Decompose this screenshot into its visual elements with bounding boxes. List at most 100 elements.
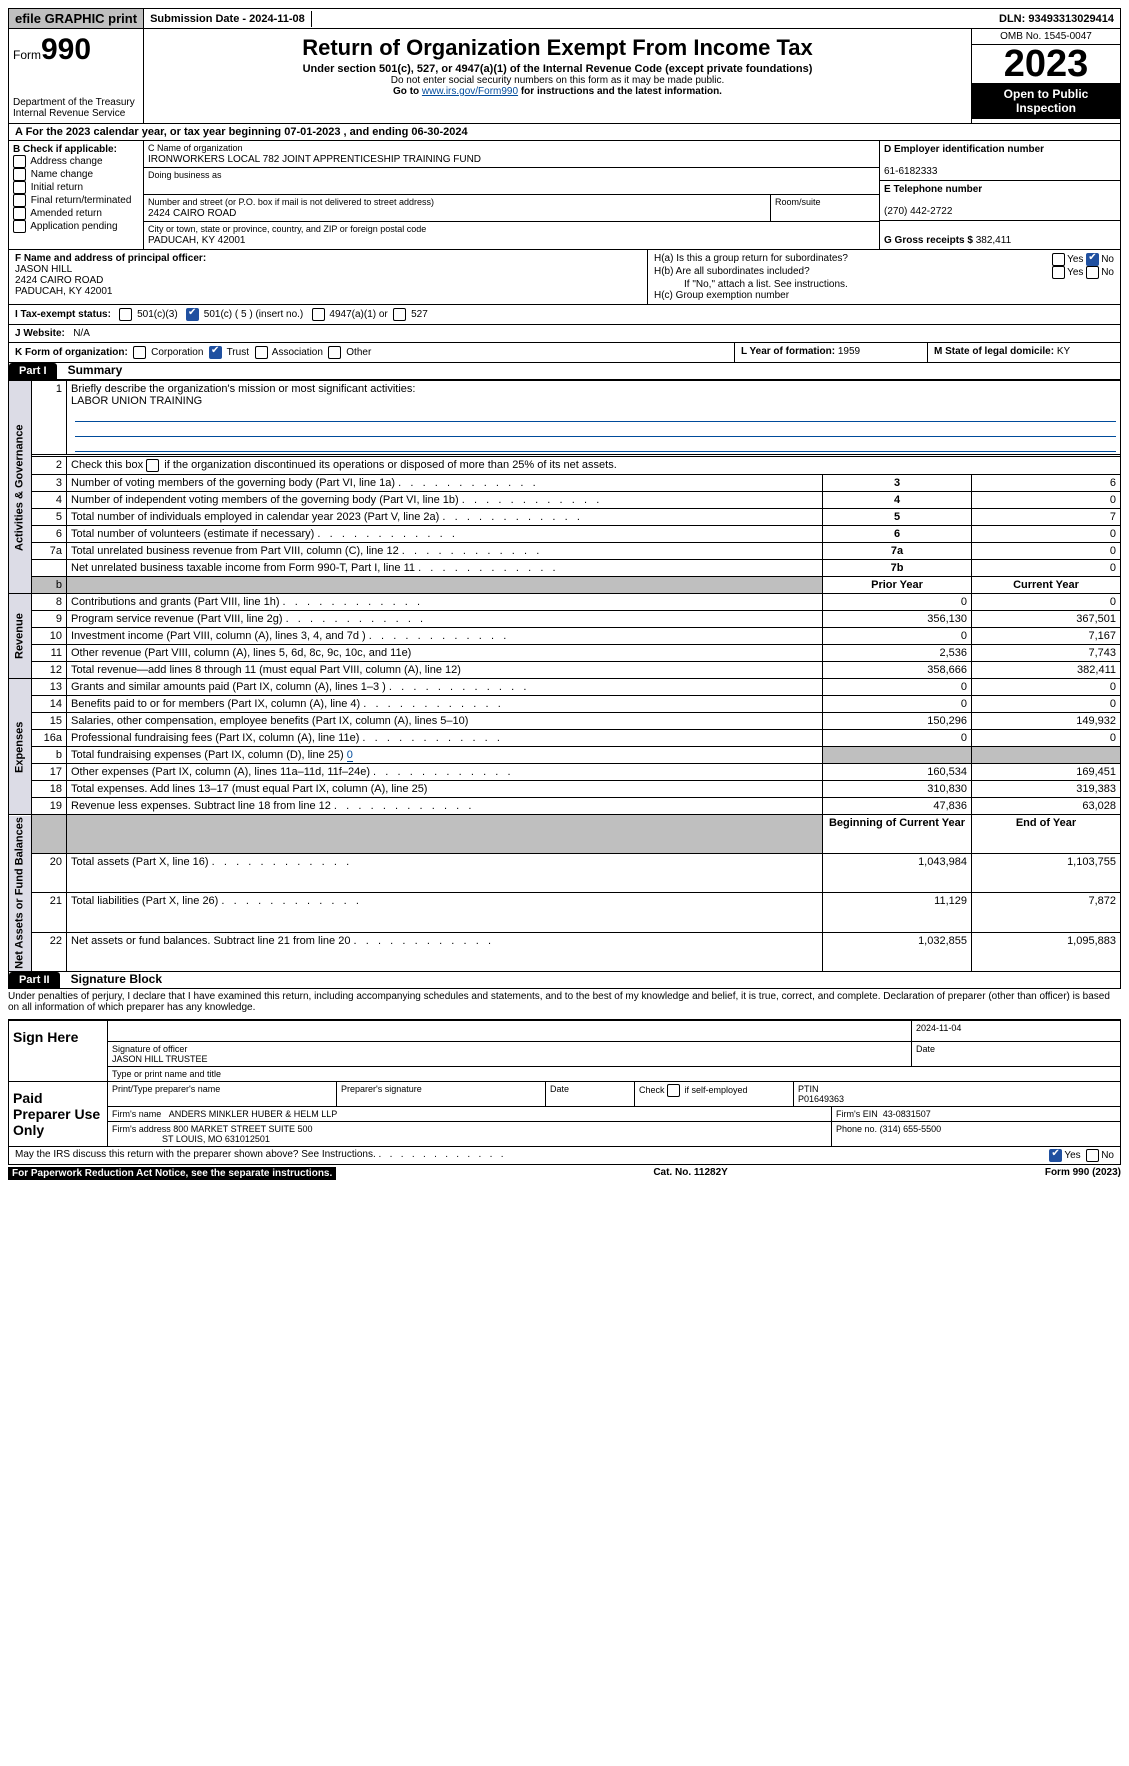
row-text: Professional fundraising fees (Part IX, … [67, 730, 823, 747]
row-box: 7b [823, 560, 972, 577]
row-box: 4 [823, 492, 972, 509]
firm-ein-label: Firm's EIN [836, 1109, 878, 1119]
row-num: 18 [32, 781, 67, 798]
part2-label: Part II [9, 972, 60, 988]
footer-right: Form 990 (2023) [1045, 1167, 1121, 1180]
opt-501c: 501(c) ( 5 ) (insert no.) [204, 309, 303, 320]
year-formation-label: L Year of formation: [741, 346, 838, 357]
irs-link[interactable]: www.irs.gov/Form990 [422, 86, 518, 97]
gov-row: 4Number of independent voting members of… [9, 492, 1121, 509]
checkbox-501c[interactable] [186, 308, 199, 321]
row-text: Grants and similar amounts paid (Part IX… [67, 679, 823, 696]
row-num: 9 [32, 611, 67, 628]
officer-sign-date: 2024-11-04 [916, 1023, 961, 1033]
row-num: 19 [32, 798, 67, 815]
org-name-label: C Name of organization [148, 143, 243, 153]
efile-print-button[interactable]: efile GRAPHIC print [9, 9, 144, 28]
opt-association: Association [272, 347, 323, 358]
row-box: 3 [823, 475, 972, 492]
open-to-public: Open to Public Inspection [972, 83, 1120, 119]
checkbox-application-pending[interactable] [13, 220, 26, 233]
row-num: 2 [32, 457, 67, 475]
checkbox-hb-yes[interactable] [1052, 266, 1065, 279]
domicile-label: M State of legal domicile: [934, 346, 1057, 357]
checkbox-discontinued[interactable] [146, 459, 159, 472]
firm-addr1: 800 MARKET STREET SUITE 500 [173, 1124, 312, 1134]
part1-label: Part I [9, 363, 57, 379]
opt-name-change: Name change [31, 169, 93, 180]
firm-addr-label: Firm's address [112, 1124, 171, 1134]
row-num: 14 [32, 696, 67, 713]
current-value: 319,383 [972, 781, 1121, 798]
opt-amended-return: Amended return [30, 208, 102, 219]
form-prefix: Form [13, 48, 41, 62]
current-value: 0 [972, 679, 1121, 696]
footer: For Paperwork Reduction Act Notice, see … [8, 1165, 1121, 1180]
checkbox-other[interactable] [328, 346, 341, 359]
street-address: 2424 CAIRO ROAD [148, 208, 236, 219]
dln-value: 93493313029414 [1028, 13, 1114, 25]
row-num: 16a [32, 730, 67, 747]
section-bcdeg: B Check if applicable: Address change Na… [8, 141, 1121, 250]
discuss-yes: Yes [1064, 1150, 1080, 1161]
phone-value: (270) 442-2722 [884, 206, 952, 217]
checkbox-corporation[interactable] [133, 346, 146, 359]
ptin-label: PTIN [798, 1084, 819, 1094]
ptin-value: P01649363 [798, 1094, 844, 1104]
city-state-zip: PADUCAH, KY 42001 [148, 235, 245, 246]
checkbox-ha-yes[interactable] [1052, 253, 1065, 266]
side-activities-governance: Activities & Governance [9, 381, 32, 594]
end-value: 1,103,755 [972, 854, 1121, 893]
row-num: 3 [32, 475, 67, 492]
checkbox-discuss-yes[interactable] [1049, 1149, 1062, 1162]
opt-final-return: Final return/terminated [31, 195, 132, 206]
dln: DLN: 93493313029414 [993, 11, 1120, 27]
firm-ein: 43-0831507 [883, 1109, 931, 1119]
current-value: 7,167 [972, 628, 1121, 645]
checkbox-name-change[interactable] [13, 168, 26, 181]
checkbox-self-employed[interactable] [667, 1084, 680, 1097]
end-value: 7,872 [972, 893, 1121, 932]
checkbox-501c3[interactable] [119, 308, 132, 321]
hb-yes-label: Yes [1067, 267, 1083, 278]
row-num: 17 [32, 764, 67, 781]
row-value: 0 [972, 543, 1121, 560]
checkbox-amended-return[interactable] [13, 207, 26, 220]
discuss-question: May the IRS discuss this return with the… [15, 1149, 504, 1162]
opt-4947: 4947(a)(1) or [329, 309, 387, 320]
checkbox-trust[interactable] [209, 346, 222, 359]
prior-value: 0 [823, 679, 972, 696]
row-num: 8 [32, 594, 67, 611]
current-value: 7,743 [972, 645, 1121, 662]
checkbox-4947[interactable] [312, 308, 325, 321]
checkbox-initial-return[interactable] [13, 181, 26, 194]
tax-year-begin: 07-01-2023 [284, 126, 340, 138]
row-num: 20 [32, 854, 67, 893]
h-c-question: H(c) Group exemption number [654, 290, 1114, 301]
dln-label: DLN: [999, 13, 1028, 25]
mission-label: Briefly describe the organization's miss… [71, 383, 415, 395]
checkbox-address-change[interactable] [13, 155, 26, 168]
street-label: Number and street (or P.O. box if mail i… [148, 197, 434, 207]
checkbox-final-return[interactable] [13, 194, 26, 207]
row-text: Other expenses (Part IX, column (A), lin… [67, 764, 823, 781]
row-text: Total expenses. Add lines 13–17 (must eq… [67, 781, 823, 798]
form-org-label: K Form of organization: [15, 347, 128, 358]
checkbox-ha-no[interactable] [1086, 253, 1099, 266]
checkbox-hb-no[interactable] [1086, 266, 1099, 279]
gov-row: 3Number of voting members of the governi… [9, 475, 1121, 492]
checkbox-527[interactable] [393, 308, 406, 321]
current-value: 149,932 [972, 713, 1121, 730]
checkbox-association[interactable] [255, 346, 268, 359]
h-b-note: If "No," attach a list. See instructions… [654, 279, 1114, 290]
dept-treasury: Department of the Treasury Internal Reve… [13, 97, 139, 119]
gross-receipts-value: 382,411 [976, 235, 1011, 246]
website-label: J Website: [15, 328, 65, 339]
checkbox-discuss-no[interactable] [1086, 1149, 1099, 1162]
current-value: 382,411 [972, 662, 1121, 679]
tax-year-end: 06-30-2024 [411, 126, 467, 138]
col-prior-year: Prior Year [823, 577, 972, 594]
box-j: J Website: N/A [8, 325, 1121, 343]
officer-label: F Name and address of principal officer: [15, 253, 206, 264]
opt-initial-return: Initial return [31, 182, 83, 193]
